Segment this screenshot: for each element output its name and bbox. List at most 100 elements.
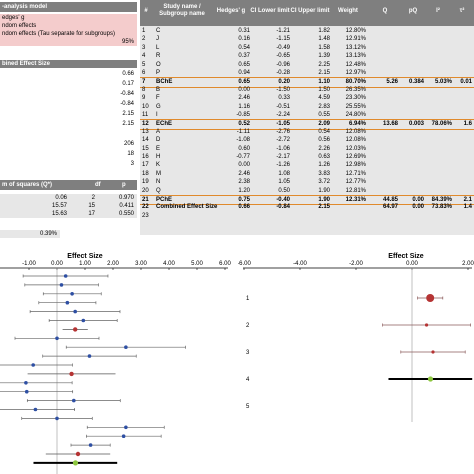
- cell-g: -0.77: [236, 154, 250, 160]
- table-row: 15 E 0.60 -1.06 2.26 12.03%: [140, 145, 474, 153]
- cell-g: 0.60: [238, 145, 250, 152]
- effect-point: [55, 416, 59, 421]
- cell-lo: -1.15: [276, 36, 290, 43]
- cell-pq: 0.00: [412, 204, 424, 211]
- cell-w: 13.13%: [345, 53, 366, 60]
- effect-point: [55, 336, 59, 341]
- count-value: 18: [127, 151, 134, 157]
- cell-lo: -0.40: [276, 197, 290, 203]
- cell-name: K: [156, 162, 161, 169]
- cell-w: 25.55%: [345, 103, 366, 110]
- cell-n: 18: [142, 170, 149, 177]
- confidence-level-field[interactable]: 95%: [0, 38, 137, 46]
- count-value: 206: [123, 141, 134, 147]
- col-cil-header: CI Lower limit: [250, 8, 290, 14]
- cell-lo: 1.08: [278, 170, 290, 177]
- cell-n: 20: [142, 187, 149, 194]
- x-tick-label: 1.00: [79, 261, 91, 267]
- cell-name: H: [156, 154, 161, 160]
- cell-lo: -0.96: [276, 61, 290, 68]
- effect-point: [72, 398, 76, 403]
- cell-g: -0.85: [236, 112, 250, 118]
- table-row: 8 B 0.00 -1.50 1.50 26.35%: [140, 86, 474, 94]
- table-row: 18 M 2.46 1.08 3.83 12.71%: [140, 170, 474, 178]
- model-header: -analysis model: [0, 2, 137, 12]
- count-value: 3: [130, 161, 134, 167]
- cell-hi: 0.54: [318, 128, 330, 135]
- cell-name: A: [156, 128, 161, 135]
- x-tick-label: 3.00: [135, 261, 147, 267]
- table-row: 14 D -1.08 -2.72 0.56 12.08%: [140, 136, 474, 144]
- table-row: 5 O 0.65 -0.96 2.25 12.48%: [140, 61, 474, 69]
- cell-n: 13: [142, 128, 149, 135]
- cell-hi: 1.26: [318, 162, 330, 169]
- model-option-2[interactable]: ndom effects: [0, 22, 137, 30]
- effect-point: [65, 300, 70, 305]
- cell-w: 12.91%: [345, 36, 366, 43]
- cell-name: D: [156, 137, 161, 144]
- cell-hi: 1.90: [318, 187, 330, 194]
- cell-w: 12.77%: [345, 179, 366, 186]
- forest-right-title: Effect Size: [388, 253, 424, 260]
- cell-lo: -2.24: [276, 112, 290, 118]
- model-option-3[interactable]: ndom effects (Tau separate for subgroups…: [0, 30, 137, 38]
- cell-g: 0.94: [238, 70, 250, 76]
- col-num-header: #: [144, 8, 148, 14]
- table-row: 11 I -0.85 -2.24 0.55 24.80%: [140, 111, 474, 119]
- effect-point: [124, 345, 128, 349]
- col-q-header: Q: [382, 8, 388, 14]
- effect-point: [124, 425, 128, 430]
- cell-w: 12.98%: [345, 162, 366, 169]
- combined-value: 2.15: [122, 121, 134, 127]
- table-header: # Study name / Subgroup name Hedges' g C…: [140, 0, 474, 26]
- cell-lo: -0.84: [276, 204, 290, 211]
- effect-point: [24, 389, 29, 394]
- cell-g: 0.00: [238, 86, 250, 93]
- table-row: 19 N 2.38 1.05 3.72 12.77%: [140, 178, 474, 186]
- cell-i2: 73.83%: [431, 204, 452, 211]
- x-tick-label: -4.00: [293, 261, 307, 267]
- cell-n: 16: [142, 154, 149, 160]
- effect-point: [69, 371, 74, 377]
- cell-pq: 0.00: [412, 197, 424, 203]
- model-option-1[interactable]: edges' g: [0, 14, 137, 22]
- cell-lo: -1.50: [276, 86, 290, 93]
- cell-i2: 84.39%: [431, 197, 452, 203]
- cell-w: 12.81%: [345, 187, 366, 194]
- forest-left-axis: -1.00 0.00 1.00 2.00 3.00 4.00 5.00 6.00: [0, 261, 231, 474]
- table-row: 9 F 2.46 0.33 4.59 23.30%: [140, 94, 474, 102]
- cell-n: 11: [142, 112, 149, 118]
- combined-effect-header: bined Effect Size: [0, 60, 137, 68]
- effect-point: [426, 294, 435, 302]
- cell-g: 0.54: [238, 44, 250, 51]
- col-weight-header: Weight: [338, 8, 358, 14]
- table-row: 20 Q 1.20 0.50 1.90 12.81%: [140, 187, 474, 195]
- cell-hi: 0.55: [318, 112, 330, 118]
- cell-n: 17: [142, 162, 149, 169]
- table-row: 3 L 0.54 -0.49 1.58 13.12%: [140, 44, 474, 52]
- cell-name: J: [156, 36, 159, 43]
- cell-g: 2.46: [238, 170, 250, 177]
- effect-point: [59, 283, 64, 287]
- cell-q: 5.26: [386, 79, 398, 86]
- cell-lo: -1.05: [276, 121, 290, 128]
- forest-right-axis: -6.00 -4.00 -2.00 0.00 2.00 1 2 3 4 5: [238, 261, 474, 422]
- cell-hi: 2.25: [318, 61, 330, 68]
- cell-n: 6: [142, 70, 146, 76]
- cell-hi: 1.39: [318, 53, 330, 60]
- x-tick-label: 0.00: [51, 261, 63, 267]
- cell-t2: 1.6: [463, 121, 472, 128]
- cell-name: M: [156, 170, 161, 177]
- effect-point: [24, 381, 28, 385]
- cell-name: EChE: [156, 121, 173, 128]
- cell-g: 0.65: [238, 79, 250, 86]
- x-tick-label: 2.00: [462, 261, 474, 267]
- row-label: 1: [246, 296, 250, 302]
- cell-n: 23: [142, 212, 149, 219]
- x-tick-label: 0.00: [406, 261, 418, 267]
- forest-left-marks: [0, 274, 186, 466]
- effect-point: [73, 327, 78, 332]
- percent-value: 0.39%: [0, 230, 60, 238]
- cell-g: 1.20: [238, 187, 250, 194]
- table-row: 17 K 0.00 -1.26 1.26 12.98%: [140, 161, 474, 169]
